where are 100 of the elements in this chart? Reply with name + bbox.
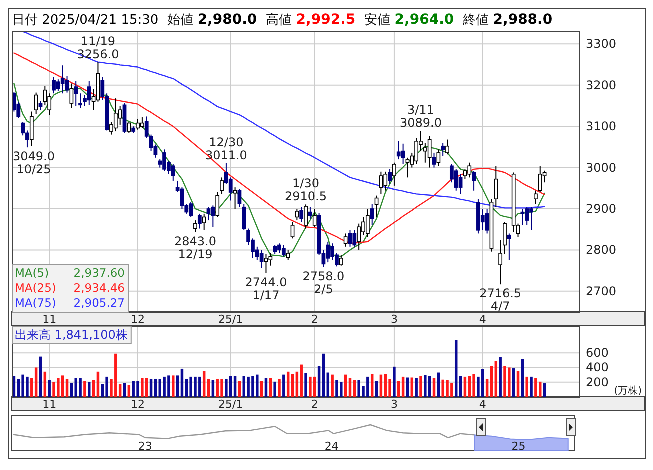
candlestick bbox=[282, 244, 286, 258]
x-tick-label: 3 bbox=[390, 313, 398, 326]
bar bbox=[331, 374, 334, 397]
candlestick bbox=[326, 241, 330, 264]
series-names: MA(5) 2,937.60 MA(25) 2,934.46 MA(75) 2,905.27 bbox=[12, 264, 129, 313]
x-tick-label: 4 bbox=[479, 398, 486, 411]
x-tick-label: 25/1 bbox=[218, 398, 244, 411]
bar bbox=[516, 371, 520, 397]
bar bbox=[530, 376, 533, 397]
bar bbox=[34, 368, 38, 397]
y-tick-label: 600 bbox=[586, 346, 609, 360]
candlestick bbox=[286, 250, 290, 261]
candlestick bbox=[538, 166, 542, 194]
bar bbox=[172, 376, 175, 397]
candlestick bbox=[458, 174, 463, 195]
candlestick bbox=[401, 143, 406, 165]
bar bbox=[464, 376, 467, 397]
bar bbox=[428, 376, 432, 397]
candlestick bbox=[295, 208, 300, 222]
bar bbox=[278, 378, 281, 397]
bar bbox=[348, 378, 352, 397]
x-tick-label: 2 bbox=[311, 313, 318, 326]
candlestick bbox=[312, 208, 317, 228]
bar bbox=[380, 374, 383, 397]
candlestick bbox=[406, 157, 410, 178]
candlestick bbox=[60, 65, 65, 94]
bar bbox=[180, 368, 184, 397]
candlestick bbox=[273, 244, 278, 255]
candlestick bbox=[428, 136, 432, 168]
candlestick bbox=[344, 233, 348, 248]
x-tick-label: 11 bbox=[42, 398, 57, 411]
bar bbox=[185, 378, 188, 397]
candlestick bbox=[494, 166, 498, 208]
y-tick-label: 3100 bbox=[586, 120, 617, 134]
candlestick bbox=[308, 206, 312, 220]
candlestick bbox=[485, 208, 490, 234]
bar bbox=[534, 378, 538, 397]
bar bbox=[406, 378, 410, 397]
bar bbox=[61, 376, 64, 397]
annotation: 3049.0 10/25 bbox=[13, 150, 55, 177]
bar bbox=[353, 380, 356, 397]
x-tick-label: 24 bbox=[324, 440, 339, 453]
candlestick bbox=[379, 171, 384, 195]
bar bbox=[521, 359, 524, 397]
y-axis-title: (万株) bbox=[614, 385, 642, 397]
bar bbox=[538, 382, 542, 397]
annotation: 11/19 3256.0 bbox=[77, 34, 120, 62]
y-tick-label: 400 bbox=[586, 360, 609, 375]
bar bbox=[454, 340, 458, 397]
text: 終値 2,988.0 bbox=[462, 12, 553, 28]
candlestick bbox=[300, 206, 304, 223]
bar bbox=[318, 366, 321, 397]
candlestick bbox=[127, 122, 132, 134]
candlestick bbox=[70, 83, 74, 109]
bar bbox=[212, 380, 215, 397]
candlestick bbox=[396, 140, 401, 160]
bar bbox=[322, 354, 326, 397]
candlestick bbox=[140, 117, 144, 129]
bar bbox=[234, 376, 237, 397]
candlestick bbox=[339, 254, 344, 266]
y-tick-label: 3000 bbox=[586, 160, 617, 175]
candlestick bbox=[432, 152, 436, 168]
bar bbox=[66, 378, 69, 397]
bar bbox=[393, 366, 396, 397]
bar bbox=[512, 368, 516, 397]
candlestick bbox=[171, 164, 176, 182]
candlestick bbox=[392, 162, 396, 186]
bar bbox=[48, 380, 51, 397]
bar bbox=[291, 374, 294, 397]
bar bbox=[17, 378, 20, 397]
candlestick bbox=[216, 192, 220, 218]
annotation: 1/30 2910.5 bbox=[285, 176, 328, 204]
candlestick bbox=[202, 213, 206, 231]
candlestick bbox=[503, 222, 507, 255]
candlestick bbox=[374, 195, 379, 218]
annotation: 2758.0 2/5 bbox=[302, 270, 345, 296]
candlestick bbox=[370, 204, 374, 226]
candlestick bbox=[441, 142, 446, 157]
bar bbox=[12, 376, 16, 397]
candlestick bbox=[468, 162, 472, 178]
annotation: 2744.0 1/17 bbox=[245, 275, 288, 302]
text: 始値 2,980.0 bbox=[168, 12, 258, 28]
bar bbox=[207, 378, 210, 397]
bar bbox=[543, 384, 546, 397]
bar bbox=[225, 378, 228, 397]
candlestick bbox=[211, 205, 216, 228]
x-tick-label: 25/1 bbox=[218, 313, 244, 326]
bar bbox=[44, 372, 47, 397]
bar bbox=[526, 376, 528, 397]
candlestick bbox=[242, 204, 246, 231]
x-tick-label: 3 bbox=[390, 398, 398, 411]
text: 日付 2025/04/21 15:30 bbox=[12, 13, 159, 28]
candlestick bbox=[507, 233, 512, 261]
candlestick bbox=[268, 252, 273, 266]
y-tick-label: 2900 bbox=[586, 202, 617, 216]
text: 安値 2,964.0 bbox=[364, 12, 454, 28]
candlestick bbox=[74, 80, 78, 106]
bar bbox=[309, 376, 312, 397]
candlestick bbox=[520, 208, 525, 226]
x-tick-label: 12 bbox=[131, 398, 146, 411]
